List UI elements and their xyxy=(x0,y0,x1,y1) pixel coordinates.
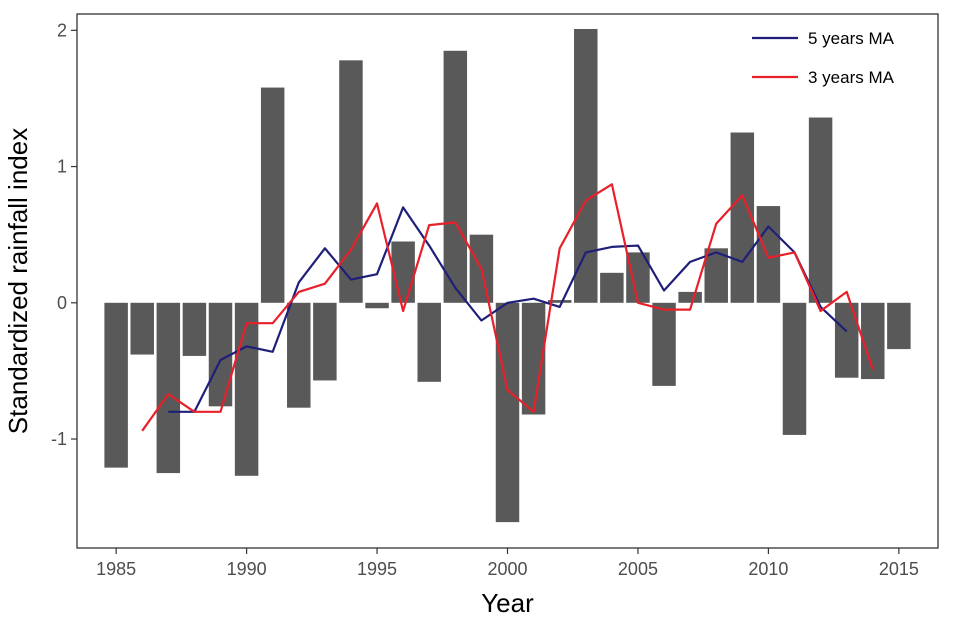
legend: 5 years MA 3 years MA xyxy=(752,29,895,87)
bar-2011 xyxy=(782,302,807,435)
y-tick-label: -1 xyxy=(51,429,67,449)
bar-1994 xyxy=(339,60,363,303)
bar-1993 xyxy=(313,302,337,381)
bar-2012 xyxy=(808,117,833,303)
bar-2005 xyxy=(626,252,650,303)
legend-label: 3 years MA xyxy=(808,68,895,87)
bar-1988 xyxy=(182,302,207,356)
x-tick-label: 2010 xyxy=(748,559,788,579)
y-tick-label: 0 xyxy=(57,293,67,313)
bar-2000 xyxy=(495,302,520,523)
bar-1989 xyxy=(208,302,233,407)
y-tick-label: 1 xyxy=(57,157,67,177)
bar-2010 xyxy=(756,206,781,303)
lines-layer xyxy=(141,183,874,432)
x-tick-label: 1985 xyxy=(96,559,136,579)
bar-2014 xyxy=(861,302,885,380)
bar-1986 xyxy=(130,302,154,355)
x-tick-label: 1995 xyxy=(357,559,397,579)
bar-1987 xyxy=(156,302,181,474)
bar-1997 xyxy=(417,302,441,382)
bar-2002 xyxy=(547,300,572,303)
bar-2007 xyxy=(678,291,702,303)
bar-1992 xyxy=(287,302,311,408)
y-tick-label: 2 xyxy=(57,20,67,40)
series-line-5yr-ma xyxy=(168,206,848,413)
x-tick-label: 2005 xyxy=(618,559,658,579)
y-axis-ticks: -1 0 1 2 xyxy=(51,20,77,449)
x-tick-label: 2000 xyxy=(487,559,527,579)
bar-2013 xyxy=(834,302,859,378)
x-axis-title: Year xyxy=(481,588,534,618)
bar-2004 xyxy=(600,272,624,303)
y-axis-title: Standardized rainfall index xyxy=(3,128,33,434)
bars-layer xyxy=(104,28,911,523)
bar-1995 xyxy=(365,302,389,309)
bar-1998 xyxy=(443,50,468,303)
series-line-3yr-ma xyxy=(141,183,874,432)
legend-label: 5 years MA xyxy=(808,29,895,48)
x-tick-label: 2015 xyxy=(879,559,919,579)
bar-2006 xyxy=(652,302,676,386)
bar-1990 xyxy=(234,302,259,476)
bar-1991 xyxy=(260,87,285,303)
bar-2008 xyxy=(704,248,728,303)
x-axis-ticks: 1985 1990 1995 2000 2005 2010 2015 xyxy=(96,548,919,579)
bar-1996 xyxy=(391,241,415,303)
bar-1985 xyxy=(104,302,128,468)
bar-2003 xyxy=(574,28,598,303)
bar-2001 xyxy=(521,302,546,415)
bar-2015 xyxy=(887,302,911,350)
x-tick-label: 1990 xyxy=(227,559,267,579)
